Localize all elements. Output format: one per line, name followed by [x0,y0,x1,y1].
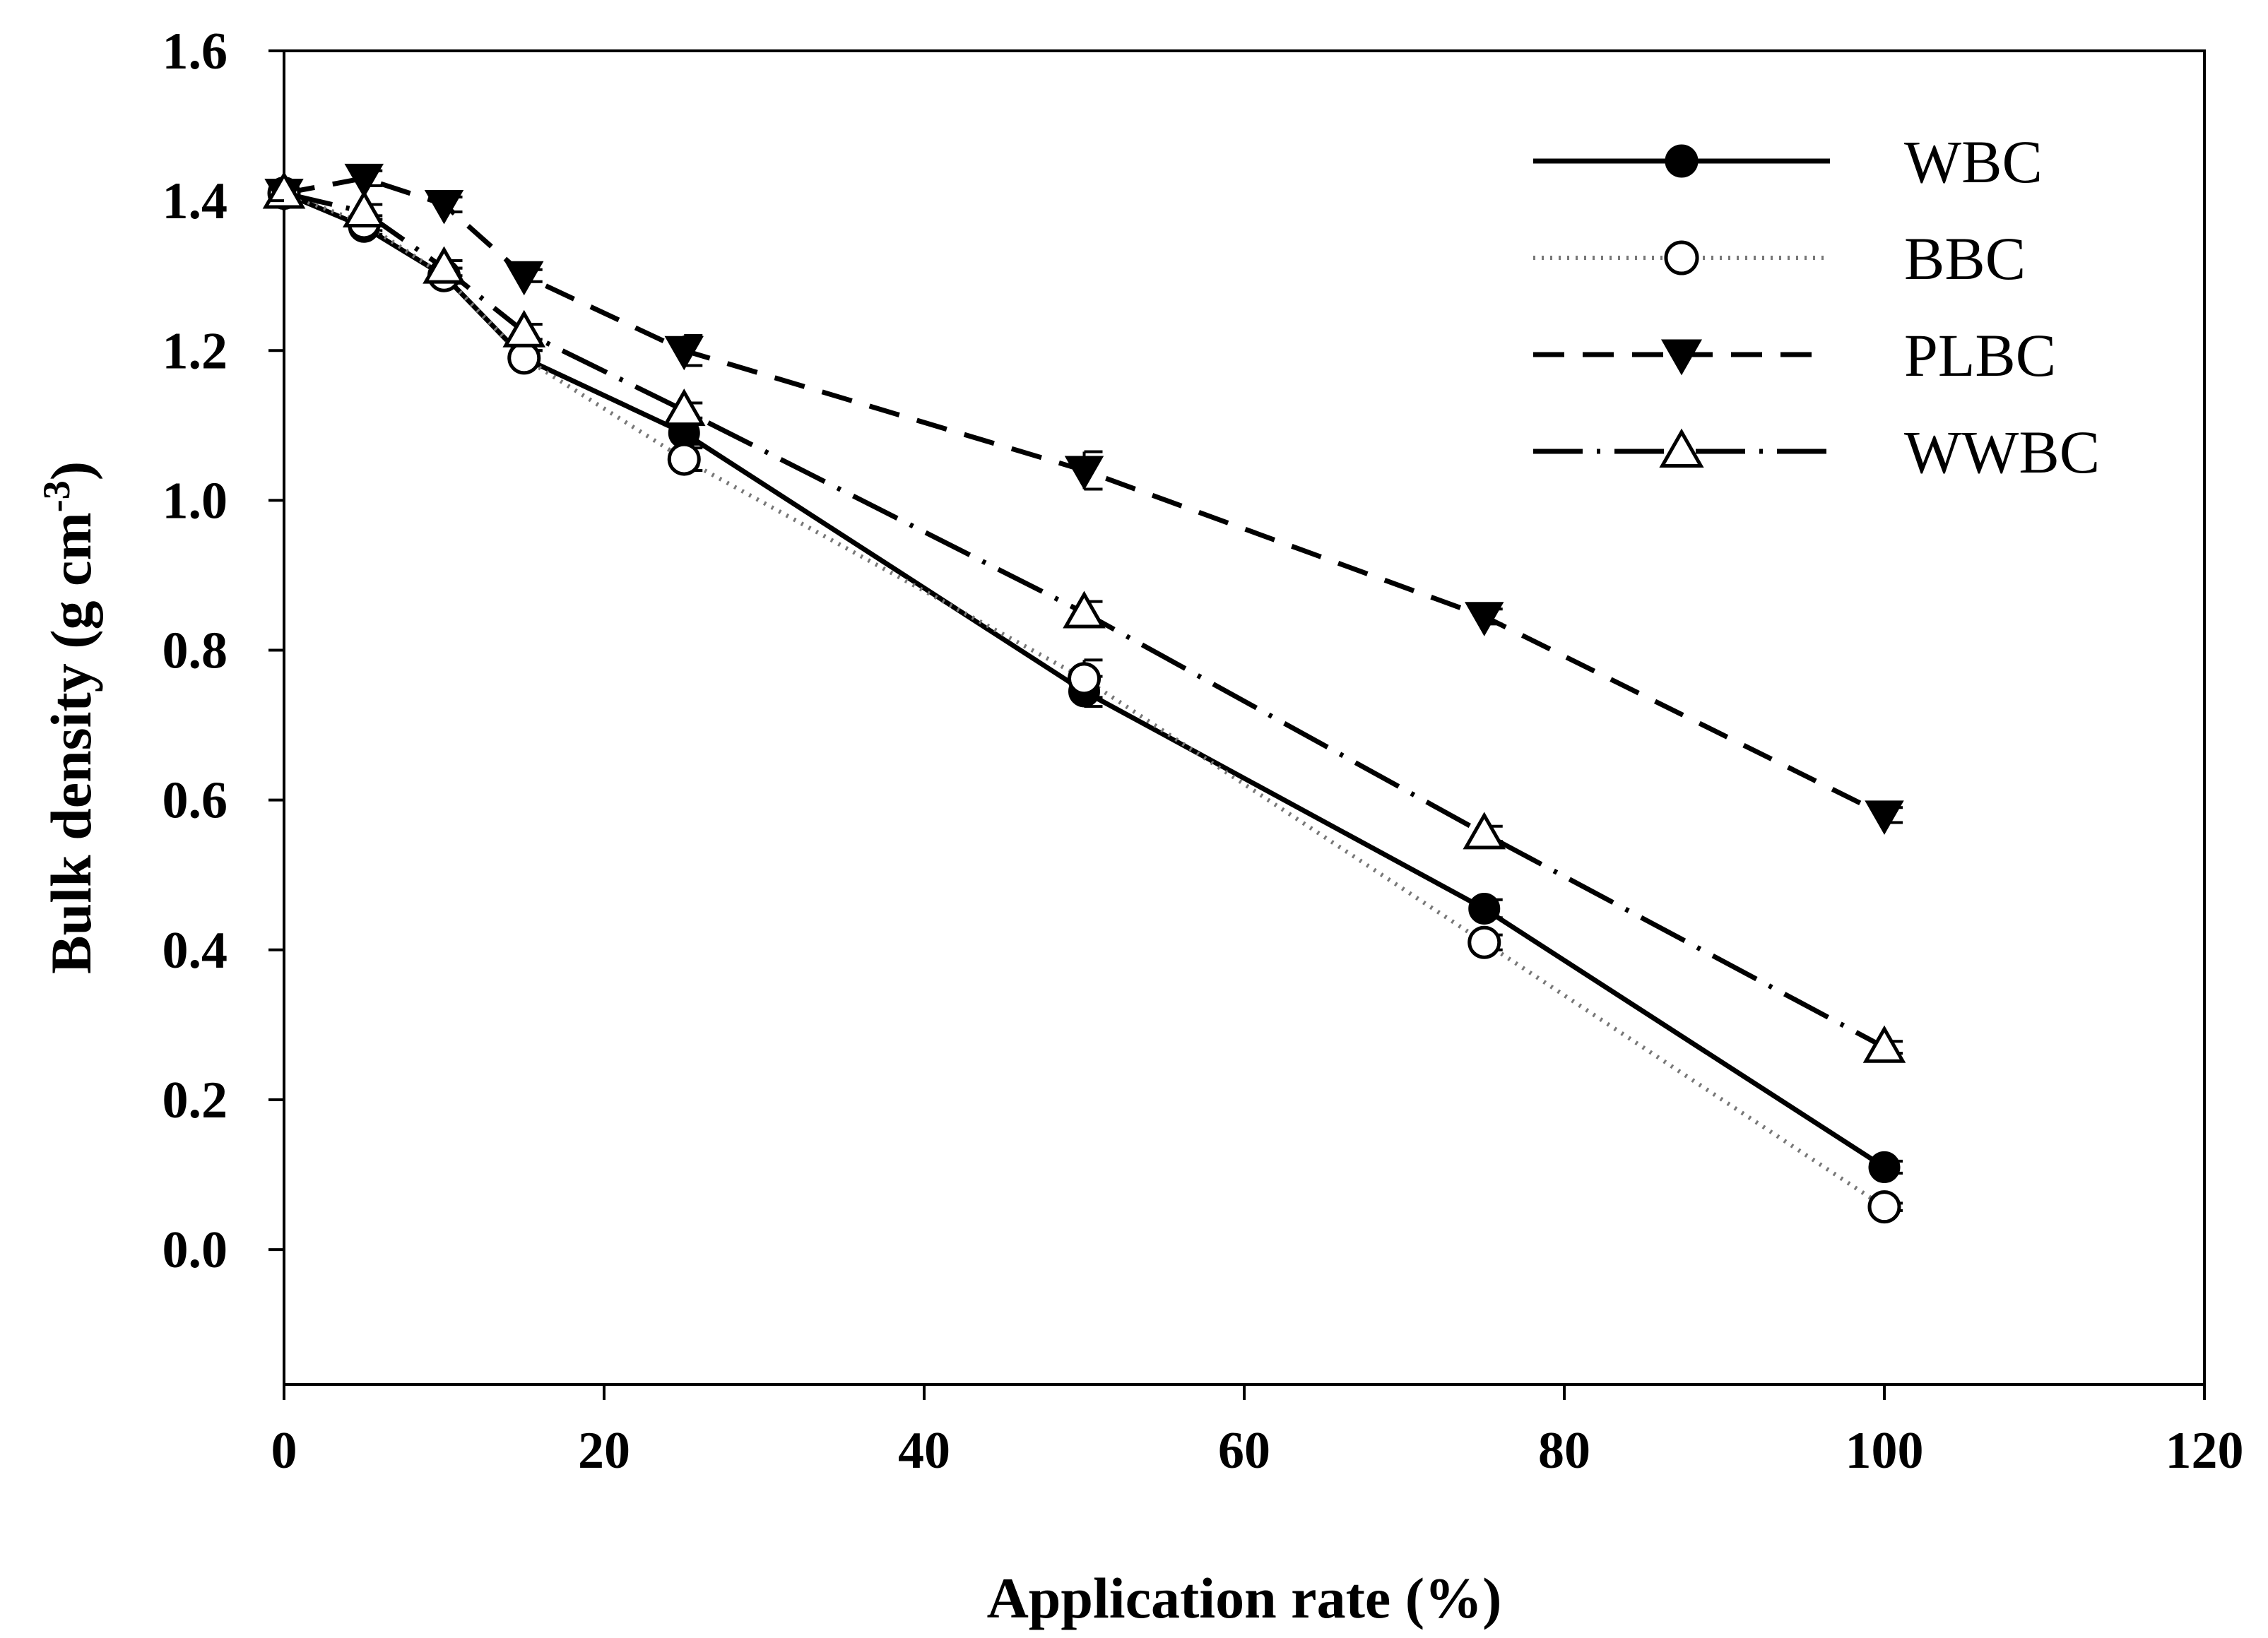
data-point-plbc [424,189,464,225]
data-point-bbc [507,341,541,375]
data-point-wbc [1868,1151,1901,1183]
y-tick-label: 0.2 [163,1072,228,1129]
data-point-plbc [504,261,544,296]
legend-marker-plbc [1660,339,1703,376]
x-tick-label: 100 [1845,1422,1924,1480]
y-axis-title-superscript: -3 [35,480,78,512]
legend: WBC BBC PLBC WWBC [1533,128,2100,486]
data-point-bbc [1068,662,1101,696]
y-tick-label: 1.6 [163,23,228,81]
y-axis-title-main: Bulk density (g cm [39,512,103,974]
y-tick-label: 0.0 [163,1221,228,1279]
y-axis-title-close: ) [39,461,103,480]
legend-label-bbc: BBC [1904,225,2026,292]
series-line-bbc [283,191,1886,1209]
data-point-wwbc [423,246,466,284]
y-tick-label: 0.4 [163,922,228,980]
legend-label-wwbc: WWBC [1904,418,2100,486]
y-tick-label: 0.8 [163,622,228,680]
legend-item-wwbc: WWBC [1533,418,2100,486]
markers-layer [262,163,1906,1224]
data-point-bbc [667,442,701,476]
data-point-wwbc [262,171,306,209]
data-point-plbc [1064,456,1104,490]
data-point-wwbc [1862,1025,1906,1063]
data-point-wwbc [1063,590,1106,629]
legend-item-bbc: BBC [1533,225,2026,292]
data-point-wbc [1468,892,1501,925]
x-tick-label: 40 [898,1422,950,1480]
y-tick-label: 1.2 [163,322,228,380]
y-axis-title: Bulk density (g cm-3) [35,461,103,974]
y-tick-label: 1.4 [163,172,228,230]
y-tick-label: 0.6 [163,772,228,830]
x-axis-title: Application rate (%) [987,1566,1502,1630]
y-tick-label: 1.0 [163,472,228,530]
legend-label-plbc: PLBC [1904,321,2056,389]
data-point-wwbc [342,190,386,228]
x-tick-label: 60 [1218,1422,1270,1480]
data-point-bbc [1867,1190,1901,1224]
axis-ticks-layer: 0 20 40 60 80 100 120 0.0 0.2 0.4 0.6 0.8 1.0 1.2 1.4 1… [163,23,2244,1480]
x-tick-label: 120 [2166,1422,2244,1480]
x-tick-label: 80 [1538,1422,1590,1480]
data-point-wwbc [662,388,706,427]
x-tick-label: 0 [271,1422,297,1480]
legend-marker-bbc [1664,240,1699,275]
legend-label-wbc: WBC [1904,128,2043,196]
legend-marker-wbc [1665,144,1699,178]
data-point-plbc [1465,602,1504,636]
series-line-plbc [283,175,1886,818]
legend-marker-wwbc [1659,428,1704,468]
legend-item-plbc: PLBC [1533,321,2056,389]
legend-item-wbc: WBC [1533,128,2043,196]
data-point-wwbc [1463,812,1506,850]
data-point-wwbc [502,309,546,348]
x-tick-label: 20 [578,1422,630,1480]
data-point-plbc [1865,800,1904,835]
data-point-plbc [344,163,384,198]
data-point-plbc [664,336,704,371]
data-point-bbc [1467,925,1501,959]
